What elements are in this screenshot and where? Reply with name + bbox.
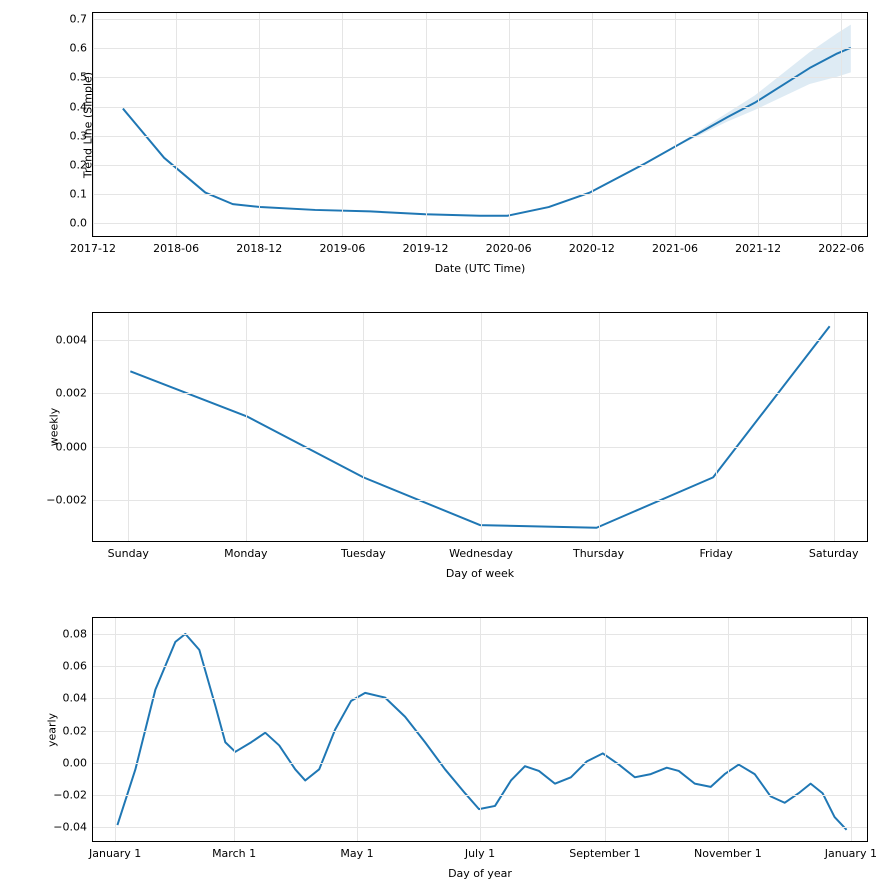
grid-line [841, 13, 842, 236]
ytick-label: −0.002 [46, 494, 87, 507]
grid-line [176, 13, 177, 236]
ytick-label: 0.06 [63, 660, 88, 673]
xtick-label: 2020-06 [486, 242, 532, 255]
grid-line [128, 313, 129, 541]
ytick-label: 0.002 [56, 387, 88, 400]
grid-line [426, 13, 427, 236]
grid-line [599, 313, 600, 541]
grid-line [93, 48, 867, 49]
ytick-label: 0.7 [70, 12, 88, 25]
grid-line [834, 313, 835, 541]
ytick-label: 0.000 [56, 440, 88, 453]
xtick-label: 2019-06 [319, 242, 365, 255]
ytick-label: 0.004 [56, 333, 88, 346]
grid-line [480, 618, 481, 841]
ytick-label: −0.02 [53, 788, 87, 801]
ytick-label: 0.0 [70, 217, 88, 230]
xtick-label: January 1 [89, 847, 141, 860]
xtick-label: January 1 [825, 847, 877, 860]
grid-line [93, 136, 867, 137]
grid-line [481, 313, 482, 541]
grid-line [342, 13, 343, 236]
series-line [117, 634, 846, 830]
grid-line [728, 618, 729, 841]
grid-line [716, 313, 717, 541]
xtick-label: 2022-06 [818, 242, 864, 255]
trend-plot [93, 13, 867, 236]
xtick-label: Tuesday [341, 547, 386, 560]
ytick-label: −0.04 [53, 820, 87, 833]
xtick-label: Sunday [108, 547, 149, 560]
grid-line [93, 340, 867, 341]
grid-line [259, 13, 260, 236]
xtick-label: 2019-12 [403, 242, 449, 255]
grid-line [509, 13, 510, 236]
figure: Trend Line (Simple) Date (UTC Time) 0.00… [0, 0, 886, 891]
xtick-label: March 1 [212, 847, 256, 860]
xtick-label: Monday [224, 547, 267, 560]
yearly-ylabel: yearly [46, 712, 59, 746]
ytick-label: 0.00 [63, 756, 88, 769]
xtick-label: July 1 [465, 847, 495, 860]
ytick-label: 0.04 [63, 692, 88, 705]
grid-line [592, 13, 593, 236]
xtick-label: 2017-12 [70, 242, 116, 255]
weekly-panel: weekly Day of week −0.0020.0000.0020.004… [92, 312, 868, 542]
ytick-label: 0.08 [63, 628, 88, 641]
ytick-label: 0.5 [70, 71, 88, 84]
grid-line [605, 618, 606, 841]
confidence-band [123, 25, 851, 216]
ytick-label: 0.2 [70, 158, 88, 171]
grid-line [93, 393, 867, 394]
xtick-label: 2020-12 [569, 242, 615, 255]
grid-line [234, 618, 235, 841]
grid-line [246, 313, 247, 541]
ytick-label: 0.6 [70, 42, 88, 55]
weekly-plot [93, 313, 867, 541]
series-line [123, 48, 851, 216]
grid-line [357, 618, 358, 841]
yearly-xlabel: Day of year [448, 867, 512, 880]
grid-line [93, 13, 94, 236]
ytick-label: 0.4 [70, 100, 88, 113]
grid-line [758, 13, 759, 236]
grid-line [675, 13, 676, 236]
grid-line [93, 165, 867, 166]
xtick-label: Saturday [809, 547, 859, 560]
weekly-xlabel: Day of week [446, 567, 514, 580]
grid-line [93, 77, 867, 78]
ytick-label: 0.3 [70, 129, 88, 142]
ytick-label: 0.1 [70, 188, 88, 201]
xtick-label: 2018-12 [236, 242, 282, 255]
grid-line [93, 19, 867, 20]
xtick-label: November 1 [694, 847, 762, 860]
xtick-label: Thursday [573, 547, 624, 560]
grid-line [93, 107, 867, 108]
trend-panel: Trend Line (Simple) Date (UTC Time) 0.00… [92, 12, 868, 237]
xtick-label: September 1 [569, 847, 640, 860]
xtick-label: Wednesday [449, 547, 513, 560]
ytick-label: 0.02 [63, 724, 88, 737]
grid-line [115, 618, 116, 841]
grid-line [93, 447, 867, 448]
grid-line [93, 223, 867, 224]
yearly-panel: yearly Day of year −0.04−0.020.000.020.0… [92, 617, 868, 842]
xtick-label: Friday [699, 547, 732, 560]
grid-line [93, 194, 867, 195]
grid-line [851, 618, 852, 841]
xtick-label: 2021-06 [652, 242, 698, 255]
grid-line [93, 500, 867, 501]
grid-line [363, 313, 364, 541]
trend-xlabel: Date (UTC Time) [435, 262, 526, 275]
series-line [130, 326, 829, 527]
xtick-label: May 1 [340, 847, 373, 860]
xtick-label: 2021-12 [735, 242, 781, 255]
xtick-label: 2018-06 [153, 242, 199, 255]
